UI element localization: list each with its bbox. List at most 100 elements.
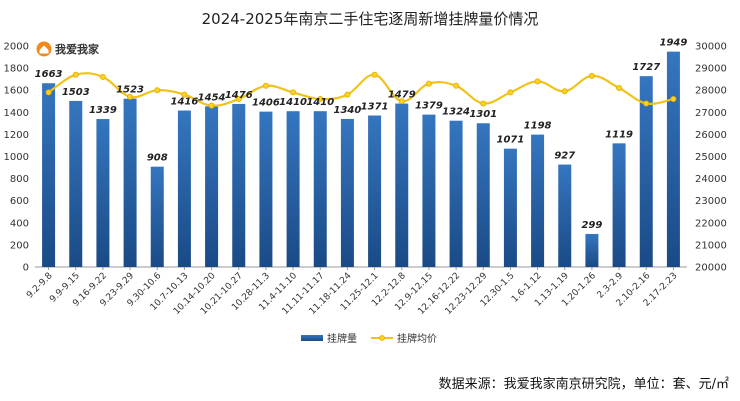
y-axis-left: 0 200 400 600 800 1000 1200 1400 1600 1800 2000 — [4, 42, 29, 274]
bar-value-label: 1410 — [279, 97, 307, 108]
line-marker — [426, 81, 431, 86]
bar — [205, 106, 218, 267]
line-marker — [481, 101, 486, 106]
bar-value-label: 1324 — [442, 107, 470, 118]
y-left-tick-label: 1800 — [4, 64, 29, 75]
bar-value-label: 1416 — [170, 97, 198, 108]
y-left-tick-label: 0 — [23, 263, 29, 274]
bar-value-label: 1379 — [415, 101, 443, 112]
y-right-tick-label: 22000 — [695, 218, 727, 229]
bar-value-label: 1371 — [361, 102, 389, 113]
bar — [314, 111, 327, 267]
bar-value-label: 1410 — [306, 97, 334, 108]
logo-text: 我爱我家 — [55, 42, 100, 56]
line-marker — [345, 92, 350, 97]
bar-value-label: 1406 — [252, 98, 280, 109]
logo: 我爱我家 — [37, 42, 100, 57]
bar — [341, 119, 354, 267]
bar-value-label: 927 — [554, 151, 575, 162]
bar — [585, 234, 598, 267]
x-axis: 9.2-9.89.9-9.159.16-9.229.23-9.299.30-10… — [25, 267, 687, 317]
bar-value-label: 1476 — [225, 90, 253, 101]
y-left-tick-label: 1600 — [4, 86, 29, 97]
y-right-tick-label: 26000 — [695, 130, 727, 141]
bar-value-label: 1663 — [35, 69, 63, 80]
y-left-tick-label: 1400 — [4, 108, 29, 119]
line-marker — [535, 79, 540, 84]
bar-value-label: 1949 — [659, 38, 687, 49]
bar-value-label: 1119 — [605, 129, 633, 140]
bar-value-label: 1503 — [62, 87, 90, 98]
bar-value-label: 299 — [581, 220, 602, 231]
bar — [259, 112, 272, 267]
bar — [477, 123, 490, 267]
bar — [151, 167, 164, 267]
bar — [667, 52, 680, 267]
bar — [232, 104, 245, 267]
bar — [531, 135, 544, 267]
line-marker — [372, 72, 377, 77]
y-left-tick-label: 2000 — [4, 42, 29, 53]
bar-value-label: 1301 — [469, 109, 497, 120]
y-left-tick-label: 400 — [10, 218, 29, 229]
bar-value-label: 1454 — [198, 92, 226, 103]
y-right-tick-label: 28000 — [695, 86, 727, 97]
bar-value-label: 1479 — [388, 90, 416, 101]
line-marker — [263, 83, 268, 88]
bar — [124, 99, 137, 267]
chart-title: 2024-2025年南京二手住宅逐周新增挂牌量价情况 — [202, 10, 539, 28]
y-right-tick-label: 24000 — [695, 174, 727, 185]
chart: 2024-2025年南京二手住宅逐周新增挂牌量价情况 我爱我家 0 200 400 6… — [0, 0, 740, 401]
y-right-tick-label: 29000 — [695, 64, 727, 75]
bar-value-label: 1071 — [496, 135, 524, 146]
y-left-tick-label: 800 — [10, 174, 29, 185]
y-right-tick-label: 21000 — [695, 240, 727, 251]
line-marker — [209, 103, 214, 108]
line-marker — [508, 90, 513, 95]
bar — [42, 83, 55, 267]
bar-value-label: 908 — [147, 153, 168, 164]
bar — [69, 101, 82, 267]
bar — [504, 149, 517, 267]
line-marker — [100, 74, 105, 79]
bar — [178, 111, 191, 267]
data-source: 数据来源：我爱我家南京研究院，单位：套、元/㎡ — [439, 376, 729, 392]
line-marker — [73, 72, 78, 77]
legend-swatch-marker — [380, 336, 385, 341]
y-right-tick-label: 27000 — [695, 108, 727, 119]
y-right-tick-label: 25000 — [695, 152, 727, 163]
bar-value-label: 1340 — [333, 105, 361, 116]
y-left-tick-label: 1200 — [4, 130, 29, 141]
legend-label-bar: 挂牌量 — [327, 332, 357, 345]
y-axis-right: 20000 21000 22000 23000 24000 25000 26000 27000… — [695, 42, 727, 274]
bar — [613, 143, 626, 267]
line-marker — [589, 73, 594, 78]
legend-swatch-bar — [301, 335, 323, 341]
bar-value-label: 1523 — [116, 85, 144, 96]
line-marker — [155, 88, 160, 93]
line-marker — [671, 96, 676, 101]
y-right-tick-label: 30000 — [695, 42, 727, 53]
y-right-tick-label: 20000 — [695, 263, 727, 274]
bar — [450, 121, 463, 267]
line-marker — [644, 101, 649, 106]
line-marker — [46, 90, 51, 95]
bar — [368, 116, 381, 267]
bar — [422, 115, 435, 267]
bar — [395, 104, 408, 267]
y-left-tick-label: 1000 — [4, 152, 29, 163]
bar — [96, 119, 109, 267]
bar — [558, 165, 571, 267]
bar-value-label: 1727 — [632, 62, 660, 73]
line-marker — [453, 83, 458, 88]
y-left-tick-label: 600 — [10, 196, 29, 207]
legend: 挂牌量 挂牌均价 — [301, 332, 437, 345]
bar — [287, 111, 300, 267]
y-left-tick-label: 200 — [10, 240, 29, 251]
bar-value-label: 1198 — [524, 121, 552, 132]
y-right-tick-label: 23000 — [695, 196, 727, 207]
line-marker — [290, 90, 295, 95]
line-marker — [562, 89, 567, 94]
bar-value-label: 1339 — [89, 105, 117, 116]
legend-label-line: 挂牌均价 — [397, 332, 437, 345]
